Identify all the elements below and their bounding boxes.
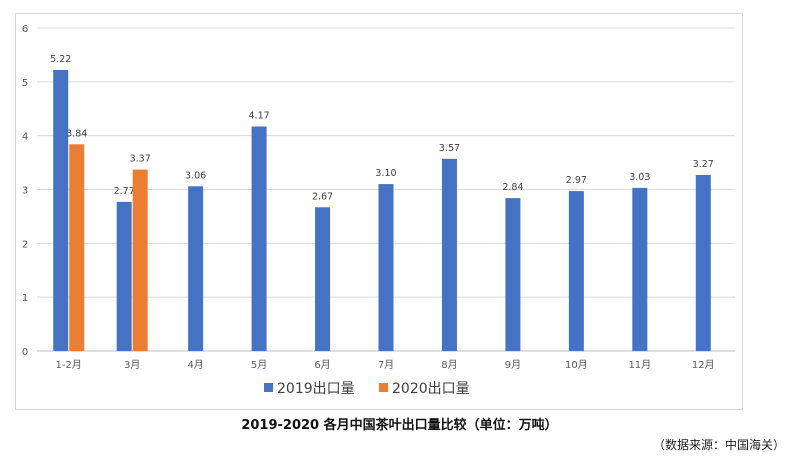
data-label: 2.77 [114, 186, 135, 197]
bar [695, 174, 711, 351]
bar [632, 187, 648, 351]
bar [132, 169, 148, 351]
x-tick-label: 3月 [124, 359, 140, 371]
chart-caption: 2019-2020 各月中国茶叶出口量比较（单位：万吨） [241, 418, 558, 433]
x-tick-label: 12月 [692, 359, 715, 371]
data-label: 3.10 [375, 168, 396, 179]
bar [315, 207, 331, 351]
data-label: 2.97 [566, 175, 587, 186]
data-source-note: （数据来源：中国海关） [652, 438, 785, 452]
y-tick-label: 3 [22, 186, 28, 197]
chart-frame [15, 13, 743, 410]
y-tick-label: 4 [22, 132, 28, 143]
y-tick-label: 0 [22, 347, 28, 358]
data-label: 3.06 [185, 170, 206, 181]
legend-swatch [379, 383, 388, 392]
y-tick-label: 2 [22, 239, 28, 250]
x-tick-label: 11月 [628, 359, 651, 371]
y-tick-label: 1 [22, 293, 28, 304]
legend-label: 2020出口量 [392, 381, 470, 397]
legend-label: 2019出口量 [277, 381, 355, 397]
x-tick-label: 4月 [187, 359, 203, 371]
x-tick-label: 9月 [505, 359, 521, 371]
legend-swatch [264, 383, 273, 392]
bar [568, 191, 584, 351]
data-label: 3.37 [130, 154, 151, 165]
data-label: 3.84 [66, 128, 87, 139]
y-tick-label: 5 [22, 78, 28, 89]
data-label: 4.17 [249, 111, 270, 122]
data-label: 3.03 [629, 172, 650, 183]
x-tick-label: 1-2月 [56, 359, 82, 371]
x-tick-label: 5月 [251, 359, 267, 371]
y-tick-label: 6 [22, 24, 28, 35]
x-tick-label: 6月 [314, 359, 330, 371]
data-label: 3.27 [693, 159, 714, 170]
bar [53, 69, 69, 352]
bar [69, 144, 85, 351]
bar [441, 158, 457, 351]
x-tick-label: 8月 [441, 359, 457, 371]
x-tick-label: 10月 [565, 359, 588, 371]
data-label: 2.84 [502, 182, 523, 193]
data-label: 3.57 [439, 143, 460, 154]
bar [116, 201, 132, 351]
x-tick-label: 7月 [378, 359, 394, 371]
bar [251, 126, 267, 351]
data-label: 5.22 [50, 54, 71, 65]
bar [378, 184, 394, 351]
bar [505, 198, 521, 351]
data-label: 2.67 [312, 191, 333, 202]
bar [188, 186, 204, 351]
